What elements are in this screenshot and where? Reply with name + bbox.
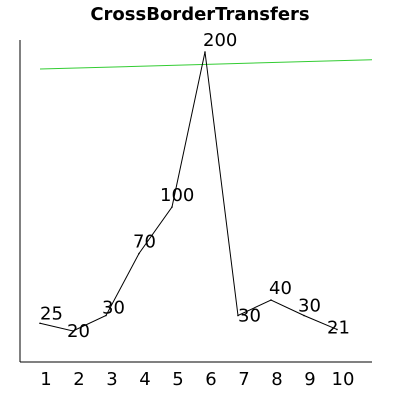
data-label: 70 (133, 232, 156, 253)
data-label: 200 (203, 30, 237, 51)
data-label: 25 (40, 303, 63, 324)
data-point (270, 299, 272, 301)
data-label: 100 (160, 185, 194, 206)
data-label: 21 (327, 317, 350, 338)
data-point (204, 51, 206, 53)
data-label: 30 (102, 298, 125, 319)
chart-title: CrossBorderTransfers (90, 4, 309, 25)
x-tick-label: 3 (106, 369, 117, 390)
x-tick-label: 5 (172, 369, 183, 390)
x-tick-label: 9 (304, 369, 315, 390)
x-tick-label: 10 (332, 369, 355, 390)
data-label: 30 (298, 296, 321, 317)
x-tick-label: 2 (73, 369, 84, 390)
data-label: 20 (67, 321, 90, 342)
data-point (171, 206, 173, 208)
data-label: 40 (269, 278, 292, 299)
data-label: 30 (238, 306, 261, 327)
x-tick-label: 7 (238, 369, 249, 390)
data-point (138, 253, 140, 255)
x-tick-label: 4 (139, 369, 150, 390)
x-tick-label: 1 (40, 369, 51, 390)
x-tick-layer: 1 2 3 4 5 6 7 8 9 10 (40, 369, 354, 390)
x-tick-label: 8 (271, 369, 282, 390)
x-tick-label: 6 (205, 369, 216, 390)
